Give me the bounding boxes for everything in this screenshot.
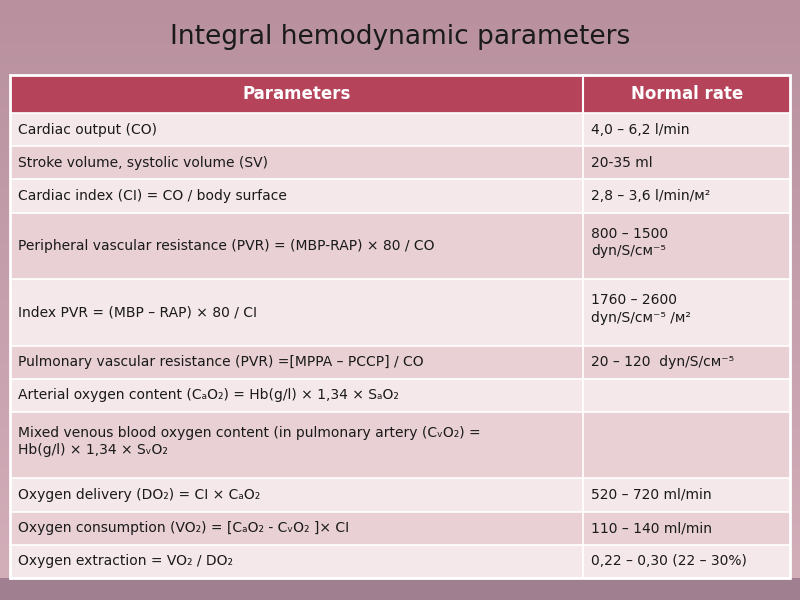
Text: 1760 – 2600
dyn/S/см⁻⁵ /м²: 1760 – 2600 dyn/S/см⁻⁵ /м² — [591, 293, 691, 325]
Bar — [10, 179, 790, 212]
Bar — [10, 75, 583, 113]
Text: 520 – 720 ml/min: 520 – 720 ml/min — [591, 488, 712, 502]
Text: Peripheral vascular resistance (PVR) = (MBP-RAP) × 80 / CO: Peripheral vascular resistance (PVR) = (… — [18, 239, 434, 253]
Bar — [10, 346, 790, 379]
Bar — [10, 75, 790, 578]
Text: 0,22 – 0,30 (22 – 30%): 0,22 – 0,30 (22 – 30%) — [591, 554, 747, 568]
Bar — [583, 75, 790, 113]
Text: Index PVR = (MBP – RAP) × 80 / CI: Index PVR = (MBP – RAP) × 80 / CI — [18, 305, 257, 319]
Text: 20-35 ml: 20-35 ml — [591, 156, 653, 170]
Text: Cardiac index (CI) = CO / body surface: Cardiac index (CI) = CO / body surface — [18, 189, 287, 203]
Text: 4,0 – 6,2 l/min: 4,0 – 6,2 l/min — [591, 122, 690, 137]
Text: Normal rate: Normal rate — [630, 85, 742, 103]
Text: 110 – 140 ml/min: 110 – 140 ml/min — [591, 521, 712, 535]
Text: Cardiac output (CO): Cardiac output (CO) — [18, 122, 157, 137]
Bar — [10, 545, 790, 578]
Text: Oxygen consumption (VO₂) = [CₐO₂ - CᵥO₂ ]× CI: Oxygen consumption (VO₂) = [CₐO₂ - CᵥO₂ … — [18, 521, 349, 535]
Bar — [10, 146, 790, 179]
Bar — [10, 512, 790, 545]
Text: Integral hemodynamic parameters: Integral hemodynamic parameters — [170, 25, 630, 50]
Text: Pulmonary vascular resistance (PVR) =[MPPA – PCCP] / CO: Pulmonary vascular resistance (PVR) =[MP… — [18, 355, 424, 369]
Text: Oxygen delivery (DO₂) = CI × CₐO₂: Oxygen delivery (DO₂) = CI × CₐO₂ — [18, 488, 260, 502]
Text: 800 – 1500
dyn/S/см⁻⁵: 800 – 1500 dyn/S/см⁻⁵ — [591, 227, 669, 258]
Bar — [0, 578, 800, 600]
Text: Parameters: Parameters — [242, 85, 351, 103]
Bar — [10, 279, 790, 346]
Bar — [10, 478, 790, 512]
Bar — [10, 212, 790, 279]
Text: Stroke volume, systolic volume (SV): Stroke volume, systolic volume (SV) — [18, 156, 268, 170]
Text: 20 – 120  dyn/S/см⁻⁵: 20 – 120 dyn/S/см⁻⁵ — [591, 355, 734, 369]
Bar — [10, 379, 790, 412]
Text: 2,8 – 3,6 l/min/м²: 2,8 – 3,6 l/min/м² — [591, 189, 710, 203]
Text: Mixed venous blood oxygen content (in pulmonary artery (CᵥO₂) =
Hb(g/l) × 1,34 ×: Mixed venous blood oxygen content (in pu… — [18, 426, 481, 457]
Bar — [10, 412, 790, 478]
Text: Oxygen extraction = VO₂ / DO₂: Oxygen extraction = VO₂ / DO₂ — [18, 554, 233, 568]
Text: Arterial oxygen content (CₐO₂) = Hb(g/l) × 1,34 × SₐO₂: Arterial oxygen content (CₐO₂) = Hb(g/l)… — [18, 388, 399, 403]
Bar — [10, 113, 790, 146]
